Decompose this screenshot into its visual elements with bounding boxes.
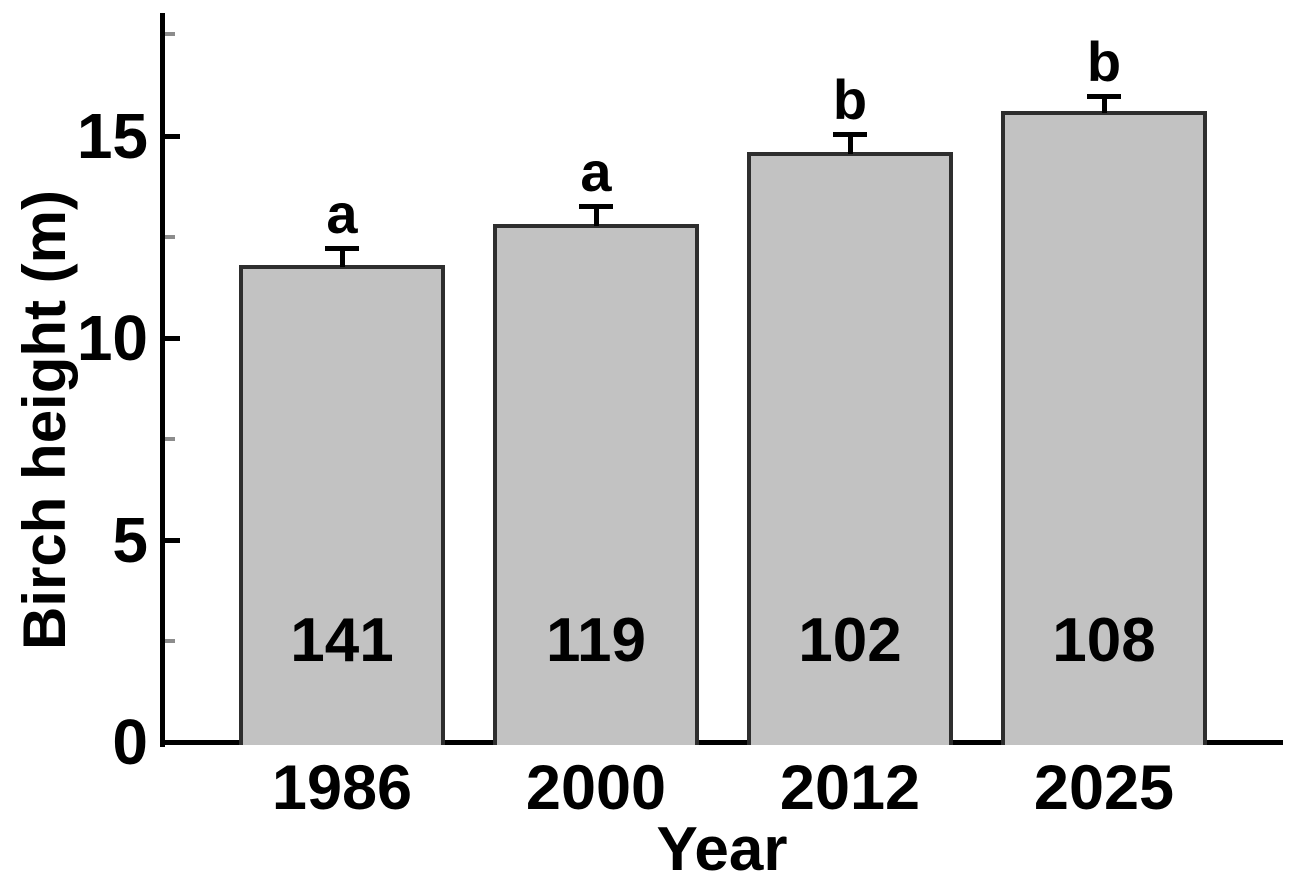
error-bar-cap (579, 204, 613, 210)
y-minor-tick (165, 638, 175, 643)
bar (747, 151, 953, 745)
sample-size-label: 102 (798, 605, 902, 675)
sample-size-label: 119 (545, 605, 647, 675)
error-bar-cap (833, 131, 867, 137)
y-tick-label: 5 (112, 503, 148, 576)
error-bar-cap (325, 245, 359, 251)
significance-letter: b (1086, 29, 1122, 93)
x-tick-label: 2025 (1033, 753, 1175, 823)
error-bar-line (593, 206, 599, 227)
y-axis-title: Birch height (m) (11, 190, 78, 650)
y-tick-label: 0 (112, 706, 148, 778)
y-major-tick (165, 335, 180, 341)
x-tick-label: 2012 (779, 753, 921, 823)
y-axis-line (160, 13, 165, 747)
y-minor-tick (165, 32, 175, 37)
error-bar-cap (1087, 93, 1121, 99)
error-bar-line (1101, 95, 1107, 114)
sample-size-label: 141 (290, 605, 394, 675)
error-bar-line (847, 133, 853, 154)
bar (1001, 111, 1207, 745)
y-major-tick (165, 133, 180, 139)
sample-size-label: 108 (1052, 605, 1156, 675)
x-tick-label: 1986 (271, 753, 413, 823)
x-axis-line (160, 740, 1283, 745)
significance-letter: a (580, 140, 612, 204)
y-major-tick (165, 537, 180, 543)
x-axis-title: Year (656, 815, 788, 884)
y-tick-label: 10 (76, 301, 148, 374)
y-major-tick (165, 740, 180, 745)
significance-letter: a (326, 181, 358, 245)
significance-letter: b (832, 67, 868, 131)
y-minor-tick (165, 436, 175, 441)
bar (493, 224, 699, 745)
bar (239, 264, 445, 745)
y-tick-label: 15 (76, 99, 148, 172)
x-tick-label: 2000 (525, 753, 667, 823)
y-minor-tick (165, 234, 175, 239)
error-bar-line (339, 247, 345, 267)
